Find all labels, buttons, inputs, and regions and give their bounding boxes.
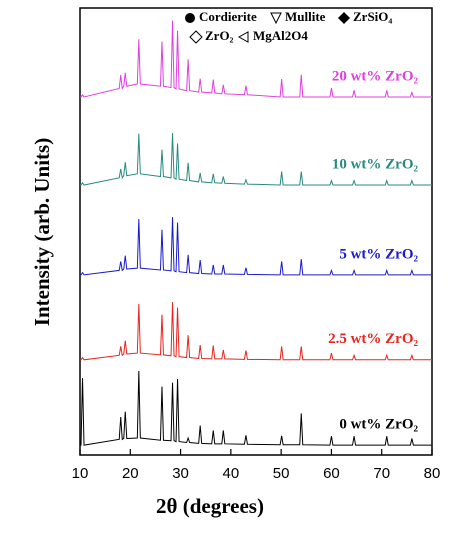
legend: Cordierite Mullite ZrSiO₄ ZrO₂ MgAl2O4 (185, 9, 392, 44)
series-label: 5 wt% ZrO₂ (339, 246, 418, 262)
y-axis-label: Intensity (arb. Units) (30, 138, 54, 326)
x-tick-label: 10 (72, 465, 89, 482)
x-axis-label: 2θ (degrees) (156, 494, 264, 518)
xrd-trace (80, 217, 432, 276)
x-tick-label: 50 (273, 465, 290, 482)
xrd-trace (80, 302, 432, 361)
xrd-trace (80, 133, 432, 186)
legend-symbol (338, 12, 350, 24)
x-tick-label: 60 (323, 465, 340, 482)
x-tick-label: 20 (122, 465, 139, 482)
plot-frame (79, 7, 433, 456)
x-tick-label: 70 (373, 465, 390, 482)
series-label: 0 wt% ZrO₂ (339, 417, 418, 433)
xrd-trace (80, 20, 432, 98)
legend-symbol (185, 13, 195, 23)
legend-label: Cordierite (199, 9, 257, 24)
legend-symbol (270, 12, 282, 25)
legend-label: MgAl2O4 (253, 28, 308, 43)
series-label: 2.5 wt% ZrO₂ (328, 331, 418, 347)
legend-label: ZrO₂ (205, 28, 234, 43)
legend-symbol (189, 30, 203, 44)
series-label: 20 wt% ZrO₂ (332, 68, 419, 84)
xrd-trace (80, 370, 432, 446)
legend-label: Mullite (285, 9, 326, 24)
x-tick-label: 30 (172, 465, 189, 482)
legend-label: ZrSiO₄ (353, 9, 392, 24)
legend-symbol (237, 31, 249, 43)
series-label: 10 wt% ZrO₂ (332, 156, 419, 172)
x-tick-label: 40 (223, 465, 240, 482)
x-tick-label: 80 (424, 465, 441, 482)
